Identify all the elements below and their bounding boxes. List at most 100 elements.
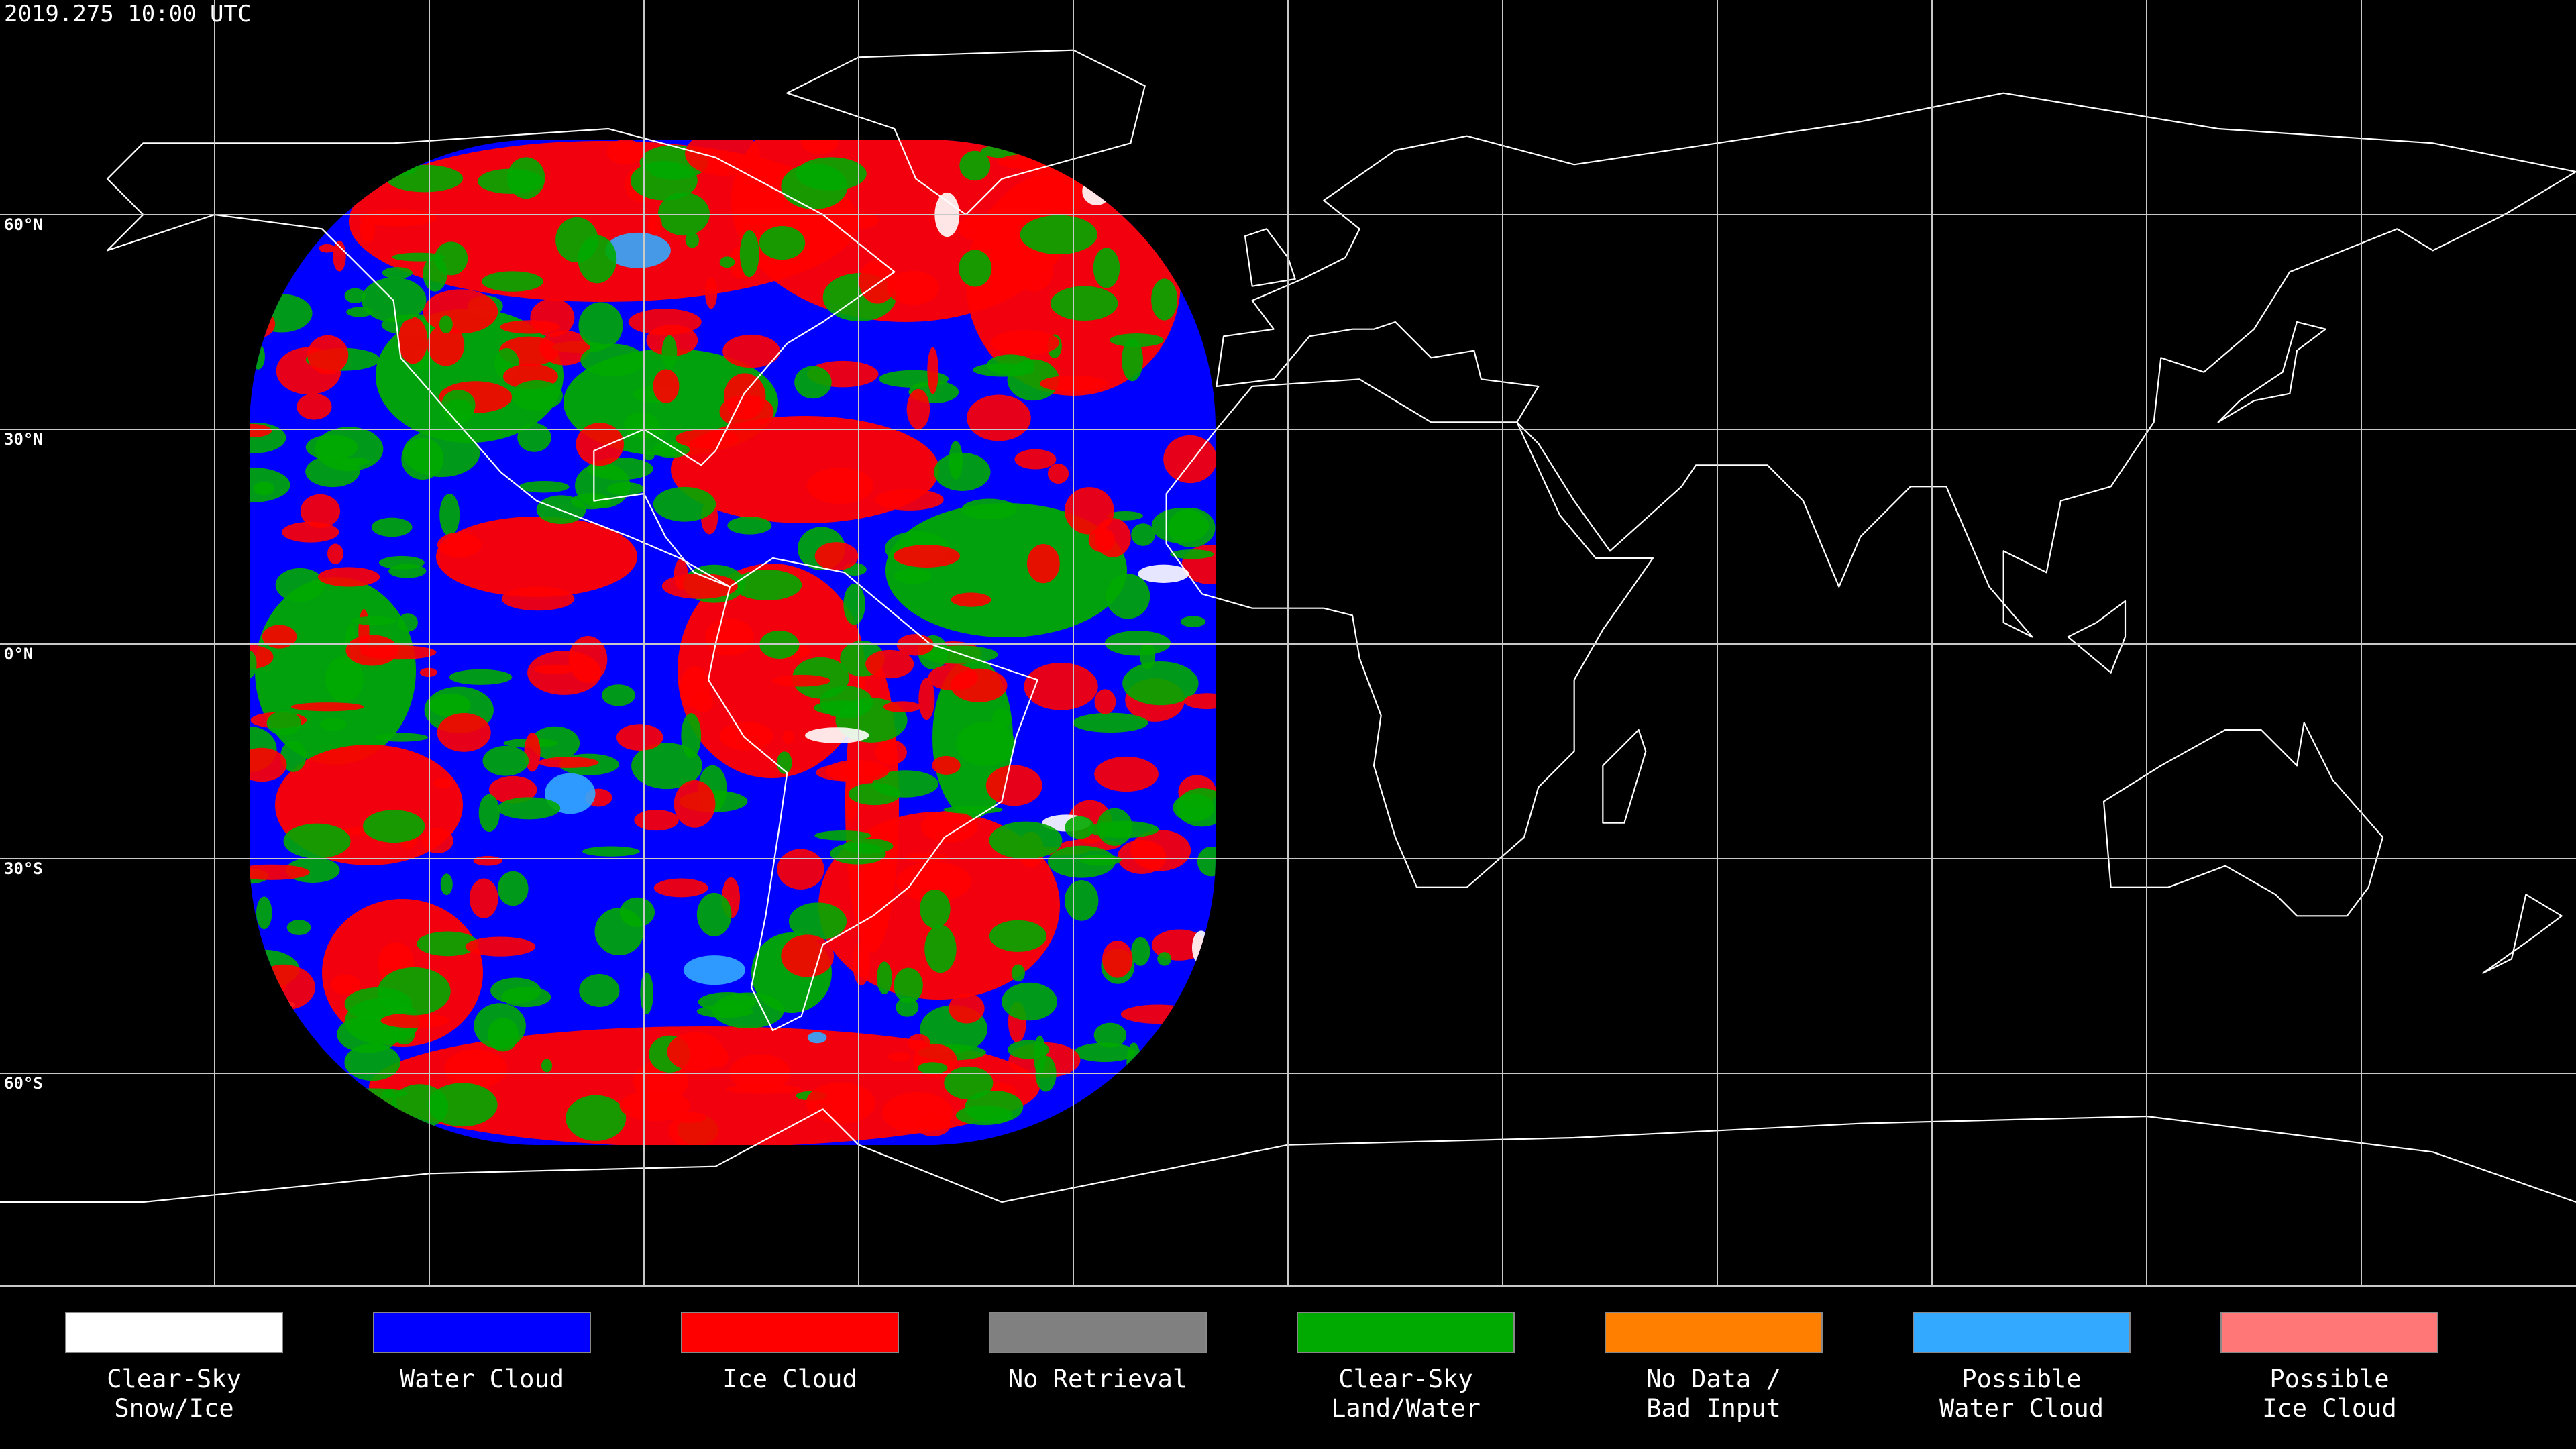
cloud-speck — [253, 481, 275, 496]
cloud-speck — [507, 157, 545, 199]
south-america — [708, 558, 1038, 1030]
cloud-speck — [497, 871, 529, 906]
legend-label: Clear-Sky — [1338, 1364, 1472, 1393]
cloud-speck — [473, 855, 502, 866]
cloud-speck — [594, 908, 644, 956]
cloud-speck — [896, 861, 971, 902]
cloud-speck — [602, 684, 635, 706]
cloud-speck — [914, 1113, 951, 1136]
cloud-speck — [1008, 1040, 1050, 1059]
madagascar — [1603, 730, 1646, 823]
cloud-speck — [360, 215, 375, 244]
cloud-speck — [781, 934, 835, 977]
cloud-speck — [1097, 808, 1133, 846]
cloud-speck — [250, 467, 290, 502]
cloud-speck — [759, 226, 806, 260]
map-frame — [0, 1285, 2576, 1287]
latitude-labels: 60°N 30°N 0°N 30°S 60°S — [4, 215, 43, 1093]
cloud-speck — [843, 584, 865, 625]
cloud-speck — [876, 961, 892, 994]
legend-label: Clear-Sky — [107, 1364, 241, 1393]
cloud-speck — [653, 369, 680, 403]
cloud-speck — [680, 666, 710, 708]
cloud-speck — [670, 1112, 707, 1123]
cloud-speck — [739, 230, 759, 278]
cloud-speck — [859, 259, 896, 304]
legend-swatch — [681, 1312, 899, 1353]
cloud-speck — [781, 163, 848, 210]
latitude-label: 30°S — [4, 859, 43, 878]
cloud-speck — [333, 240, 346, 272]
cloud-speck — [1163, 435, 1216, 484]
cloud-speck — [606, 482, 645, 496]
cloud-speck — [371, 517, 413, 537]
cloud-speck — [345, 635, 398, 666]
cloud-speck — [401, 437, 444, 480]
cloud-speck — [1107, 511, 1143, 521]
cloud-speck — [733, 570, 802, 600]
cloud-patch — [885, 503, 1127, 637]
cloud-speck — [578, 302, 623, 350]
cloud-speck — [628, 309, 702, 335]
cloud-speck — [527, 651, 602, 695]
cloud-speck — [955, 1105, 1013, 1126]
cloud-speck — [1197, 847, 1216, 877]
cloud-speck — [648, 214, 662, 236]
cloud-speck — [427, 324, 465, 366]
cloud-speck — [725, 1084, 802, 1094]
cloud-speck — [643, 451, 655, 460]
cloud-speck — [705, 619, 755, 656]
cloud-speck — [886, 270, 939, 305]
cloud-speck — [290, 702, 364, 712]
cloud-speck — [579, 974, 620, 1007]
cloud-patch — [369, 1026, 1040, 1145]
cloud-speck — [653, 486, 716, 522]
cloud-speck — [465, 936, 536, 957]
cloud-speck — [989, 920, 1047, 952]
cloud-speck — [807, 1032, 827, 1044]
cloud-speck — [361, 277, 427, 323]
cloud-speck — [928, 664, 978, 691]
cloud-speck — [1073, 1042, 1136, 1062]
cloud-speck — [443, 399, 474, 425]
cloud-speck — [652, 441, 690, 458]
latitude-label: 60°S — [4, 1074, 43, 1093]
cloud-speck — [1138, 564, 1189, 583]
cloud-speck — [250, 423, 272, 438]
cloud-speck — [604, 232, 671, 268]
cloud-speck — [992, 708, 1011, 729]
cloud-speck — [805, 727, 869, 743]
cloud-speck — [949, 441, 963, 480]
cloud-speck — [519, 480, 570, 493]
graticule — [0, 0, 2576, 1285]
cloud-speck — [1050, 286, 1118, 321]
cloud-speck — [616, 724, 663, 751]
cloud-speck — [794, 366, 832, 399]
timestamp: 2019.275 10:00 UTC — [4, 1, 251, 28]
cloud-speck — [307, 335, 349, 374]
africa — [1167, 379, 1653, 887]
cloud-speck — [1130, 830, 1191, 871]
cloud-speck — [806, 468, 873, 504]
cloud-speck — [331, 974, 361, 995]
cloud-speck — [875, 489, 944, 511]
cloud-speck — [1176, 788, 1216, 827]
cloud-speck — [481, 271, 544, 292]
cloud-speck — [893, 545, 961, 568]
cloud-speck — [772, 674, 830, 687]
eurasia — [1216, 93, 2576, 637]
cloud-speck — [566, 1095, 627, 1141]
cloud-speck — [920, 889, 951, 928]
cloud-speck — [1014, 449, 1057, 470]
cloud-speck — [538, 757, 599, 768]
cloud-speck — [576, 423, 625, 466]
cloud-speck — [848, 783, 901, 806]
legend-swatch — [1297, 1312, 1515, 1353]
cloud-speck — [1047, 845, 1116, 878]
cloud-speck — [262, 625, 297, 649]
cloud-speck — [469, 878, 498, 918]
cloud-speck — [904, 853, 949, 863]
cloud-speck — [674, 780, 716, 828]
